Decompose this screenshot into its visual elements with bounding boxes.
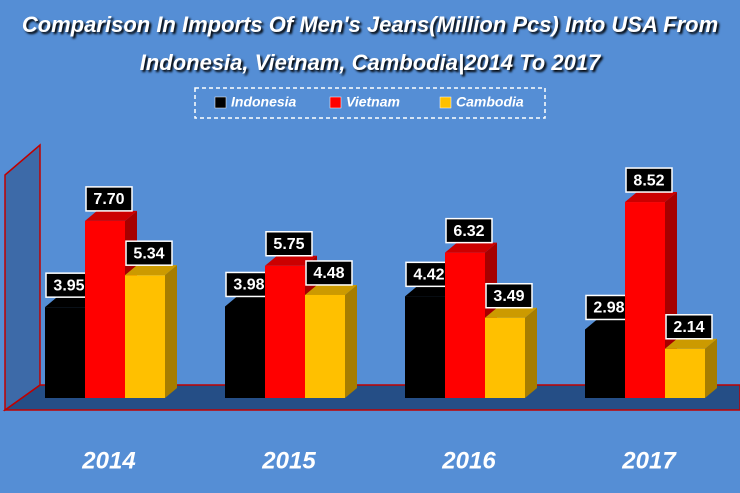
value-label: 6.32 — [453, 223, 484, 240]
value-label: 3.98 — [233, 277, 264, 294]
value-label-box — [445, 217, 493, 244]
value-label-box — [585, 294, 633, 321]
value-label: 3.95 — [53, 277, 84, 294]
bar-side — [345, 284, 357, 398]
bar — [265, 265, 305, 398]
value-label-box — [265, 231, 313, 257]
value-label: 8.52 — [633, 172, 664, 189]
bar — [625, 202, 665, 398]
value-label: 4.42 — [413, 267, 444, 284]
value-label-box — [45, 272, 93, 298]
bar-side — [525, 307, 537, 398]
bar-top — [585, 319, 637, 330]
value-label: 4.48 — [313, 265, 344, 282]
value-label-box — [305, 260, 353, 286]
value-label-box — [485, 282, 533, 309]
bar — [85, 220, 125, 398]
x-tick-label: 2017 — [621, 447, 677, 474]
value-label-box — [85, 186, 133, 212]
bar-top — [485, 307, 537, 318]
bar — [45, 307, 85, 398]
bar-side — [705, 338, 717, 398]
value-label-box — [665, 314, 713, 340]
legend-swatch — [439, 96, 452, 109]
value-label: 2.98 — [593, 300, 624, 317]
bar-top — [445, 242, 497, 253]
value-label: 7.70 — [93, 191, 124, 208]
bar-top — [265, 255, 317, 266]
value-label-box — [225, 271, 273, 298]
bar-top — [85, 210, 137, 221]
bar-top — [405, 286, 457, 297]
value-label: 5.75 — [273, 236, 304, 253]
bar — [485, 317, 525, 398]
bar-top — [665, 338, 717, 349]
bar — [585, 329, 625, 398]
legend-label: Indonesia — [231, 94, 297, 110]
value-label-box — [405, 261, 453, 288]
bar — [305, 294, 345, 398]
value-label: 5.34 — [133, 245, 164, 262]
value-label-box — [125, 240, 173, 266]
bar-top — [125, 265, 177, 276]
x-tick-label: 2016 — [441, 447, 496, 474]
bar — [665, 348, 705, 398]
value-label: 2.14 — [673, 319, 704, 336]
bar — [225, 306, 265, 398]
legend-box — [194, 87, 546, 119]
value-label-box — [625, 167, 673, 193]
legend-swatch — [214, 96, 227, 109]
bar-side — [165, 265, 177, 398]
legend-label: Vietnam — [346, 94, 400, 110]
legend-swatch — [329, 96, 342, 109]
bar — [405, 296, 445, 398]
legend-label: Cambodia — [456, 94, 524, 110]
left-wall — [4, 143, 41, 412]
bar-top — [45, 297, 97, 308]
x-tick-label: 2014 — [81, 447, 135, 474]
bar-top — [305, 284, 357, 295]
value-label: 3.49 — [493, 288, 524, 305]
x-tick-label: 2015 — [261, 447, 316, 474]
bar-top — [625, 192, 677, 203]
bar — [445, 252, 485, 398]
bar-top — [225, 296, 277, 307]
chart-title: Comparison In Imports Of Men's Jeans(Mil… — [21, 12, 719, 75]
bar — [125, 275, 165, 398]
